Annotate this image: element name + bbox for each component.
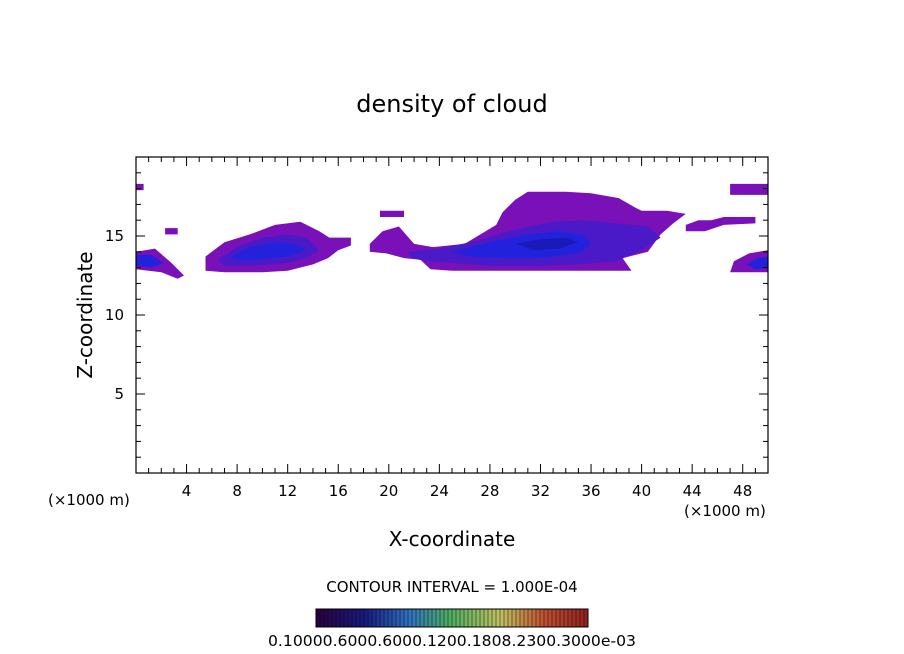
x-tick-label: 4: [182, 482, 192, 500]
x-tick-label: 20: [379, 482, 398, 500]
cloud-region-cloud-20-40-deep: [515, 237, 579, 251]
y-tick-label: 5: [114, 385, 124, 403]
colorbar-labels: 0.10000.6000.6000.1200.1808.2300.3000e-0…: [268, 632, 636, 650]
x-tick-label: 40: [632, 482, 651, 500]
cloud-layer: [136, 183, 768, 279]
y-tick-label: 15: [105, 227, 124, 245]
x-tick-label: 8: [232, 482, 242, 500]
x-tick-label: 44: [683, 482, 702, 500]
cloud-region-left-top-speck: [136, 183, 144, 191]
plot-frame: [135, 156, 769, 474]
cloud-region-small-speck-2.5: [165, 228, 178, 235]
x-tick-label: 32: [531, 482, 550, 500]
cloud-region-cloud-8-16-core: [230, 242, 307, 260]
cloud-region-left-edge-core: [136, 255, 164, 268]
colorbar: 0.10000.6000.6000.1200.1808.2300.3000e-0…: [268, 608, 636, 650]
contour-interval: CONTOUR INTERVAL = 1.000E-04: [326, 578, 577, 596]
x-tick-label: 24: [430, 482, 449, 500]
y-axis-label: Z-coordinate: [73, 251, 97, 378]
x-tick-label: 28: [480, 482, 499, 500]
x-tick-label: 16: [329, 482, 348, 500]
colorbar-strip: [315, 608, 589, 628]
cloud-region-right-edge-core: [746, 256, 768, 270]
x-tick-label: 36: [581, 482, 600, 500]
colorbar-lines: [315, 609, 589, 627]
cloud-region-speck-19: [380, 210, 404, 217]
cloud-region-right-upper-band: [685, 217, 756, 232]
x-tick-label: 12: [278, 482, 297, 500]
x-unit-left: (×1000 m): [48, 491, 130, 509]
cloud-region-right-top-speck: [730, 183, 768, 195]
colorbar-labels-full: 0.10000e-05 0.6000e-04 0.12000e-03 0.180…: [432, 645, 472, 647]
y-tick-label: 10: [105, 306, 124, 324]
x-axis-label: X-coordinate: [389, 527, 516, 551]
x-unit-right: (×1000 m): [684, 502, 766, 520]
x-tick-label: 48: [733, 482, 752, 500]
chart-title: density of cloud: [356, 90, 547, 118]
